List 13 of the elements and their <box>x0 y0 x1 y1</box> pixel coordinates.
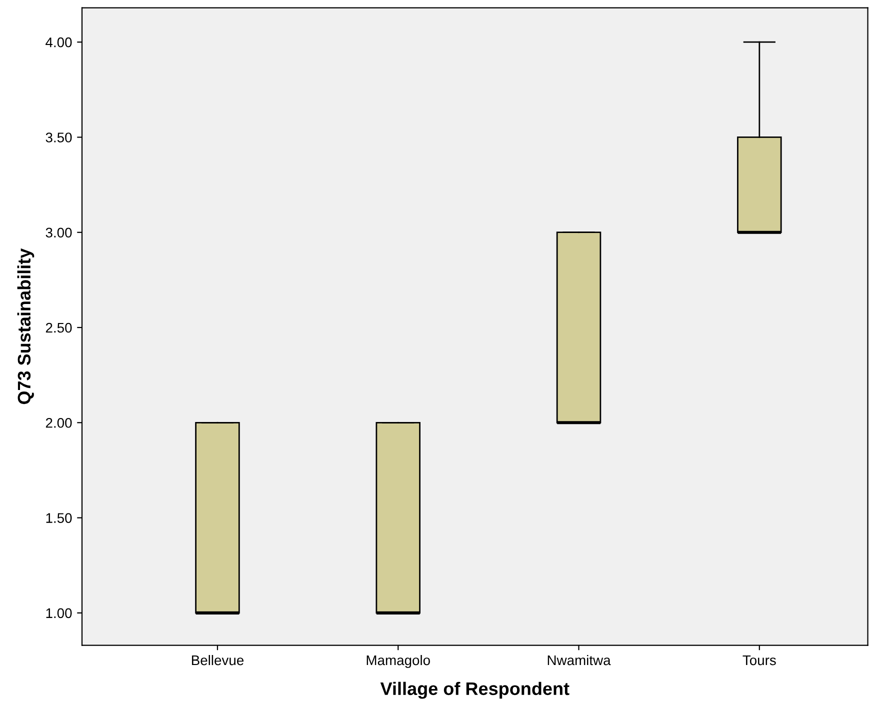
y-tick-label: 2.00 <box>46 418 72 428</box>
y-axis-title: Q73 Sustainability <box>17 248 34 404</box>
y-tick-label: 1.00 <box>46 608 72 618</box>
y-tick-label: 1.50 <box>46 513 72 523</box>
y-tick-label: 2.50 <box>46 322 72 333</box>
y-tick-label: 3.00 <box>46 228 72 238</box>
x-axis-title: Village of Respondent <box>380 682 570 699</box>
x-tick-label: Mamagolo <box>366 654 430 668</box>
x-tick-label: Nwamitwa <box>548 654 611 666</box>
x-tick-label: Bellevue <box>192 654 244 666</box>
y-tick-label: 4.00 <box>46 37 72 48</box>
x-tick-label: Tours <box>742 655 776 666</box>
y-tick-label: 3.50 <box>46 132 72 142</box>
